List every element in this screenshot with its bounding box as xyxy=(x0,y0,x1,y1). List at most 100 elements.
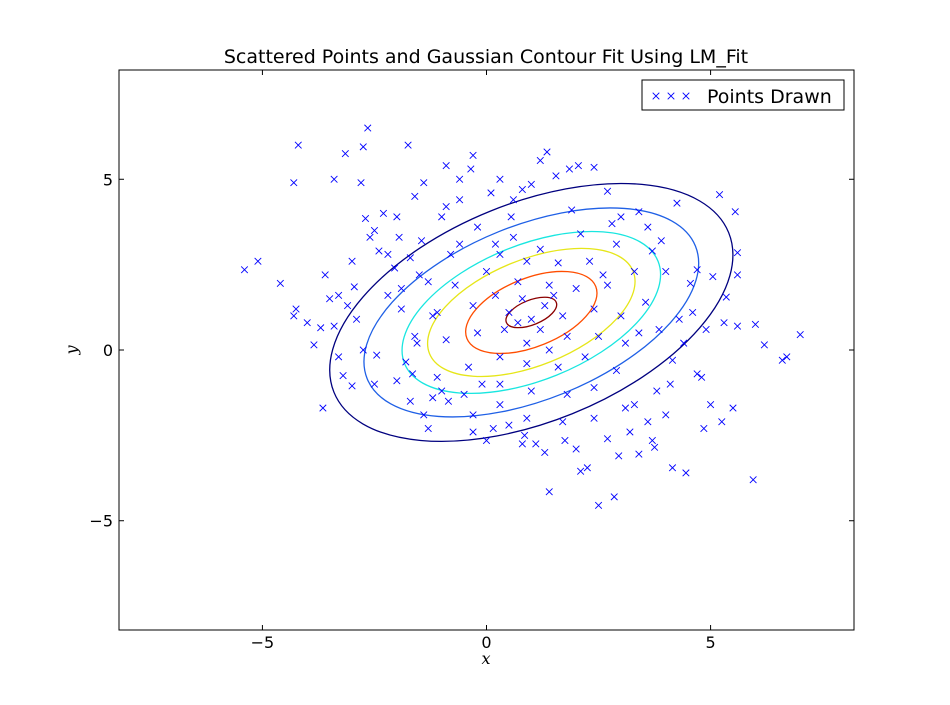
data-point xyxy=(594,332,603,340)
data-point xyxy=(290,312,298,320)
data-point xyxy=(617,312,625,320)
contour-line-3 xyxy=(401,230,662,395)
data-point xyxy=(375,247,383,255)
data-point xyxy=(720,319,728,327)
data-point xyxy=(491,240,500,248)
data-point xyxy=(662,411,670,419)
data-point xyxy=(583,464,591,472)
data-point xyxy=(653,387,661,395)
data-point xyxy=(509,196,518,204)
data-point xyxy=(348,382,356,390)
data-point xyxy=(496,380,504,388)
data-point xyxy=(319,404,327,412)
data-point xyxy=(496,250,504,259)
data-point xyxy=(576,230,585,238)
chart-title: Scattered Points and Gaussian Contour Fi… xyxy=(224,46,748,68)
data-point xyxy=(626,428,634,436)
data-point xyxy=(733,249,742,257)
data-point xyxy=(630,401,639,409)
data-point xyxy=(330,175,338,183)
scatter-points xyxy=(240,124,804,509)
data-point xyxy=(733,322,742,330)
data-point xyxy=(303,319,311,327)
data-point xyxy=(469,151,477,159)
data-point xyxy=(442,161,450,170)
y-tick-label: 0 xyxy=(103,341,113,360)
data-point xyxy=(413,339,421,347)
data-point xyxy=(527,315,535,323)
data-point xyxy=(469,301,477,310)
data-point xyxy=(489,424,497,433)
data-point xyxy=(491,291,500,299)
data-point xyxy=(731,208,739,216)
data-point xyxy=(310,341,318,349)
data-point xyxy=(581,353,589,361)
contour-line-5 xyxy=(465,270,598,355)
data-point xyxy=(482,436,491,445)
data-point xyxy=(590,414,598,422)
data-point xyxy=(541,448,549,457)
data-point xyxy=(276,279,284,288)
data-point xyxy=(455,196,464,204)
data-point xyxy=(689,308,697,317)
data-point xyxy=(348,257,356,265)
data-point xyxy=(523,414,531,422)
data-point xyxy=(603,435,612,443)
data-point xyxy=(617,213,625,221)
data-point xyxy=(411,192,419,200)
data-point xyxy=(621,404,630,412)
data-point xyxy=(402,358,410,366)
data-point xyxy=(648,436,656,445)
legend-marker xyxy=(652,92,690,100)
data-point xyxy=(391,264,399,272)
data-point xyxy=(415,271,423,279)
data-point xyxy=(559,418,567,426)
data-point xyxy=(370,226,379,235)
data-point xyxy=(563,390,571,399)
data-point xyxy=(520,431,529,439)
data-point xyxy=(467,165,475,173)
data-point xyxy=(514,319,522,327)
x-tick-label: 0 xyxy=(481,633,491,652)
data-point xyxy=(460,390,468,399)
data-point xyxy=(321,271,329,279)
data-point xyxy=(469,428,477,436)
data-point xyxy=(505,421,513,429)
data-point xyxy=(693,266,701,274)
data-point xyxy=(576,467,585,475)
data-point xyxy=(612,366,621,375)
contour-line-2 xyxy=(363,207,700,418)
data-point xyxy=(438,387,446,395)
legend-label: Points Drawn xyxy=(707,86,832,108)
data-point xyxy=(603,281,612,289)
data-point xyxy=(729,404,737,412)
data-point xyxy=(563,332,571,340)
data-point xyxy=(572,445,580,453)
data-point xyxy=(527,387,535,395)
data-point xyxy=(496,401,504,409)
data-point xyxy=(698,373,706,381)
data-point xyxy=(543,148,551,156)
x-axis-label: x xyxy=(481,649,490,668)
data-point xyxy=(599,271,607,279)
data-point xyxy=(350,283,358,291)
data-point xyxy=(397,284,405,293)
data-point xyxy=(610,493,618,501)
data-point xyxy=(478,380,486,388)
data-point xyxy=(359,143,367,151)
data-point xyxy=(290,179,298,187)
data-point xyxy=(657,237,665,245)
data-point xyxy=(706,401,715,409)
legend-marker-x xyxy=(652,92,660,100)
data-point xyxy=(644,418,652,426)
data-point xyxy=(668,356,677,364)
legend-marker-x xyxy=(667,92,675,100)
data-point xyxy=(749,476,757,484)
data-point xyxy=(615,452,623,460)
data-point xyxy=(650,443,659,451)
data-point xyxy=(783,353,791,361)
data-point xyxy=(429,312,437,320)
data-point xyxy=(545,346,553,354)
